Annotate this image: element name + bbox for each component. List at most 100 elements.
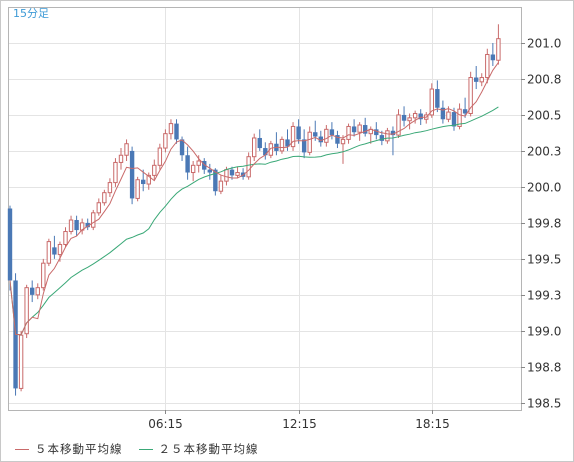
candle-body [296, 126, 301, 140]
candle-up [385, 127, 390, 144]
candle-body [202, 161, 207, 170]
legend-swatch-ma25 [138, 448, 153, 450]
candle-down [30, 280, 35, 303]
candle-up [407, 113, 412, 130]
candle-down [85, 218, 90, 231]
candle-down [335, 130, 340, 149]
candle-body [335, 135, 340, 144]
candle-body [268, 143, 274, 156]
candle-body [374, 129, 379, 136]
candle-body [157, 147, 163, 166]
candle-body [279, 138, 285, 152]
candle-body [196, 160, 201, 166]
candle-body [113, 161, 118, 184]
candle-body [257, 137, 262, 149]
candle-body [429, 88, 435, 116]
x-tick-label: 18:15 [415, 417, 450, 431]
candle-down [129, 146, 135, 205]
y-tick-label: 200.8 [527, 73, 561, 87]
candle-down [462, 97, 468, 118]
candle-body [7, 208, 13, 281]
candle-body [74, 220, 79, 231]
candle-up [68, 215, 74, 235]
candle-up [252, 133, 257, 162]
candle-body [451, 112, 457, 127]
candle-down [440, 100, 446, 124]
candle-up [246, 152, 251, 180]
candle-body [468, 77, 473, 115]
candle-up [307, 126, 312, 156]
y-tick-label: 200.3 [527, 145, 561, 159]
candle-down [318, 130, 323, 147]
candle-up [235, 166, 240, 179]
grid [9, 7, 521, 410]
candle-up [113, 158, 118, 187]
candle-body [346, 125, 351, 140]
candle-body [46, 241, 52, 264]
candle-up [324, 125, 329, 147]
candle-body [324, 128, 329, 143]
candle-down [207, 163, 212, 180]
candle-body [235, 172, 240, 176]
candle-up [290, 122, 296, 151]
candle-up [457, 103, 462, 130]
candle-body [190, 164, 196, 174]
candle-up [18, 330, 24, 392]
candle-body [440, 107, 446, 120]
candle-up [218, 175, 224, 195]
candle-down [351, 119, 357, 137]
candle-body [457, 108, 462, 127]
candle-body [263, 148, 268, 156]
candle-body [152, 164, 157, 176]
y-tick-label: 199.5 [527, 253, 561, 267]
candle-body [185, 155, 190, 173]
candle-body [474, 77, 479, 82]
candle-up [41, 258, 46, 291]
candle-body [490, 54, 496, 61]
candle-up [24, 284, 29, 339]
candle-body [91, 212, 96, 228]
candle-body [285, 139, 290, 147]
candle-down [213, 168, 218, 196]
x-axis-ticks: 06:15 12:15 18:15 [148, 410, 450, 431]
candle-up [157, 143, 163, 170]
candle-down [490, 42, 496, 67]
x-tick-label: 06:15 [148, 417, 183, 431]
candle-body [479, 77, 484, 83]
candle-body [229, 169, 235, 176]
y-tick-label: 200.0 [527, 181, 561, 195]
candle-body [340, 138, 346, 145]
candle-down [257, 129, 262, 151]
candle-body [462, 109, 468, 114]
candle-body [107, 182, 113, 194]
y-tick-label: 198.8 [527, 361, 561, 375]
candle-body [357, 124, 362, 133]
candle-down [451, 107, 457, 131]
candle-up [485, 48, 490, 84]
candle-body [207, 169, 212, 173]
legend: ５本移動平均線 ２５本移動平均線 [15, 441, 275, 457]
candle-up [135, 176, 140, 202]
candlestick-chart: 201.0 200.8 200.5 200.3 200.0 199.8 199.5 199.3… [7, 7, 561, 431]
candle-up [46, 238, 52, 267]
candle-up [429, 83, 435, 118]
candle-up [118, 148, 124, 170]
candle-body [118, 154, 124, 163]
candle-down [263, 142, 268, 160]
y-tick-label: 199.8 [527, 217, 561, 231]
candle-down [363, 117, 368, 137]
y-tick-label: 199.3 [527, 289, 561, 303]
y-tick-label: 200.5 [527, 109, 561, 123]
candle-body [301, 139, 307, 153]
y-tick-label: 199.0 [527, 325, 561, 339]
candle-body [418, 113, 423, 120]
interval-label: 15分足 [13, 7, 49, 20]
candle-body [124, 143, 129, 156]
candle-body [363, 125, 368, 134]
y-axis-ticks: 201.0 200.8 200.5 200.3 200.0 199.8 199.5 199.3… [521, 37, 561, 411]
candle-body [351, 126, 357, 133]
candle-up [79, 218, 85, 235]
legend-label-ma5: ５本移動平均線 [35, 442, 123, 456]
candle-up [96, 198, 101, 216]
